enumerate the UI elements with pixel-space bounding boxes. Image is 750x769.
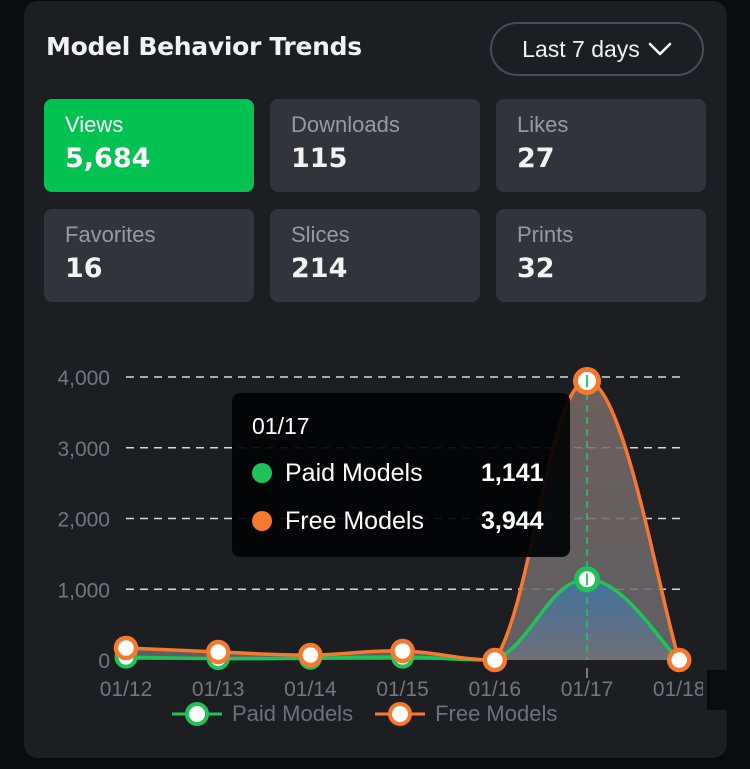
stat-slices[interactable]: Slices 214 [270,209,480,302]
stat-label: Views [65,112,124,137]
y-axis: 0 1,000 2,000 3,000 4,000 [57,367,110,673]
tooltip-series-name: Paid Models [285,458,423,487]
legend-item-free[interactable]: Free Models [375,701,557,727]
stat-value: 16 [65,253,103,284]
svg-text:01/17: 01/17 [561,678,614,701]
stat-label: Likes [517,112,569,137]
tooltip-series-value: 1,141 [481,458,544,487]
svg-text:2,000: 2,000 [57,509,110,532]
legend-label: Free Models [435,701,558,726]
svg-text:0: 0 [98,650,110,673]
stat-value: 214 [291,253,348,284]
svg-text:01/15: 01/15 [376,678,429,701]
stat-value: 32 [517,253,555,284]
stat-favorites[interactable]: Favorites 16 [44,209,254,302]
stat-label: Downloads [291,112,400,137]
stat-likes[interactable]: Likes 27 [496,99,706,192]
svg-text:01/12: 01/12 [100,678,153,701]
stat-label: Prints [517,222,574,247]
stat-downloads[interactable]: Downloads 115 [270,99,480,192]
tooltip-date: 01/17 [252,413,310,439]
tooltip-row-free: Free Models 3,944 [252,505,550,537]
stat-value: 115 [291,143,348,174]
stat-prints[interactable]: Prints 32 [496,209,706,302]
svg-text:01/16: 01/16 [469,678,522,701]
stat-value: 27 [517,143,555,174]
free-dot-icon [252,511,272,531]
date-range-dropdown[interactable]: Last 7 days [490,22,704,76]
stat-views[interactable]: Views 5,684 [44,99,254,192]
chart-points [113,366,692,673]
stat-label: Slices [291,222,350,247]
svg-text:01/18: 01/18 [653,678,706,701]
legend-label: Paid Models [232,701,354,726]
paid-legend-marker-icon [172,702,222,726]
svg-text:01/13: 01/13 [192,678,245,701]
svg-text:1,000: 1,000 [57,579,110,602]
stat-label: Favorites [65,222,156,247]
chart-legend: Paid Models Free Models [172,701,557,727]
free-legend-marker-icon [375,702,426,726]
chart-tooltip: 01/17 Paid Models 1,141 Free Models 3,94… [232,393,570,557]
tooltip-row-paid: Paid Models 1,141 [252,457,550,489]
date-range-label: Last 7 days [522,35,640,62]
svg-text:3,000: 3,000 [57,438,110,461]
legend-item-paid[interactable]: Paid Models [172,701,353,727]
svg-text:01/14: 01/14 [284,678,337,701]
chevron-down-icon [648,42,672,56]
stat-value: 5,684 [65,143,151,174]
paid-dot-icon [252,463,272,483]
tooltip-series-value: 3,944 [481,506,544,535]
svg-text:4,000: 4,000 [57,367,110,390]
x-axis: 01/12 01/13 01/14 01/15 01/16 01/17 01/18 [100,670,750,710]
tooltip-series-name: Free Models [285,506,424,535]
card-title: Model Behavior Trends [46,32,362,61]
